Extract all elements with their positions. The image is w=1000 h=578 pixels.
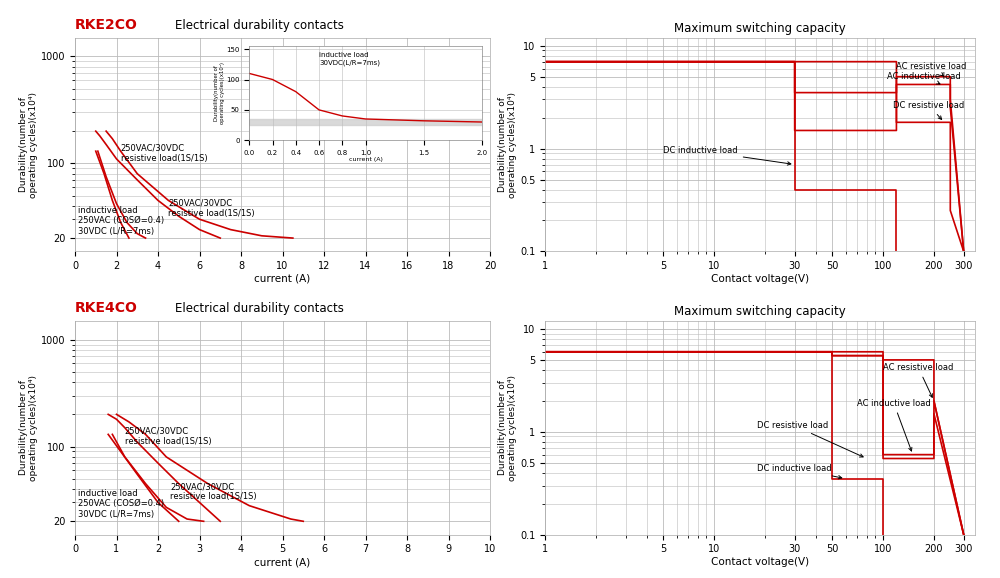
Text: DC resistive load: DC resistive load xyxy=(893,101,965,120)
Text: 250VAC/30VDC
resistive load(1S/1S): 250VAC/30VDC resistive load(1S/1S) xyxy=(170,482,257,502)
Text: AC inductive load: AC inductive load xyxy=(887,72,960,84)
Text: Electrical durability contacts: Electrical durability contacts xyxy=(175,19,344,32)
Text: DC inductive load: DC inductive load xyxy=(757,464,842,479)
Text: DC resistive load: DC resistive load xyxy=(757,421,863,457)
Y-axis label: Durability(number of
operating cycles)(x10⁴): Durability(number of operating cycles)(x… xyxy=(19,91,38,198)
X-axis label: current (A): current (A) xyxy=(254,557,311,567)
Text: Electrical durability contacts: Electrical durability contacts xyxy=(175,302,344,315)
Text: 250VAC/30VDC
resistive load(1S/1S): 250VAC/30VDC resistive load(1S/1S) xyxy=(168,199,255,218)
Text: AC resistive load: AC resistive load xyxy=(896,61,967,76)
Text: AC resistive load: AC resistive load xyxy=(883,363,953,397)
X-axis label: Contact voltage(V): Contact voltage(V) xyxy=(711,274,809,284)
Text: inductive load
250VAC (COSØ=0.4)
30VDC (L/R=7ms): inductive load 250VAC (COSØ=0.4) 30VDC (… xyxy=(78,489,164,519)
X-axis label: Contact voltage(V): Contact voltage(V) xyxy=(711,557,809,567)
Y-axis label: Durability(number of
operating cycles)(x10⁴): Durability(number of operating cycles)(x… xyxy=(498,375,517,481)
Text: RKE4CO: RKE4CO xyxy=(75,301,138,315)
Y-axis label: Durability(number of
operating cycles)(x10⁴): Durability(number of operating cycles)(x… xyxy=(19,375,38,481)
X-axis label: current (A): current (A) xyxy=(254,274,311,284)
Text: inductive load
250VAC (COSØ=0.4)
30VDC (L/R=7ms): inductive load 250VAC (COSØ=0.4) 30VDC (… xyxy=(78,206,164,236)
Title: Maximum switching capacity: Maximum switching capacity xyxy=(674,305,846,318)
Text: 250VAC/30VDC
resistive load(1S/1S): 250VAC/30VDC resistive load(1S/1S) xyxy=(125,427,211,446)
Text: AC inductive load: AC inductive load xyxy=(857,399,931,451)
Text: DC inductive load: DC inductive load xyxy=(663,146,791,165)
Title: Maximum switching capacity: Maximum switching capacity xyxy=(674,22,846,35)
Text: 250VAC/30VDC
resistive load(1S/1S): 250VAC/30VDC resistive load(1S/1S) xyxy=(121,144,207,163)
Y-axis label: Durability(number of
operating cycles)(x10⁴): Durability(number of operating cycles)(x… xyxy=(498,91,517,198)
Text: RKE2CO: RKE2CO xyxy=(75,18,138,32)
